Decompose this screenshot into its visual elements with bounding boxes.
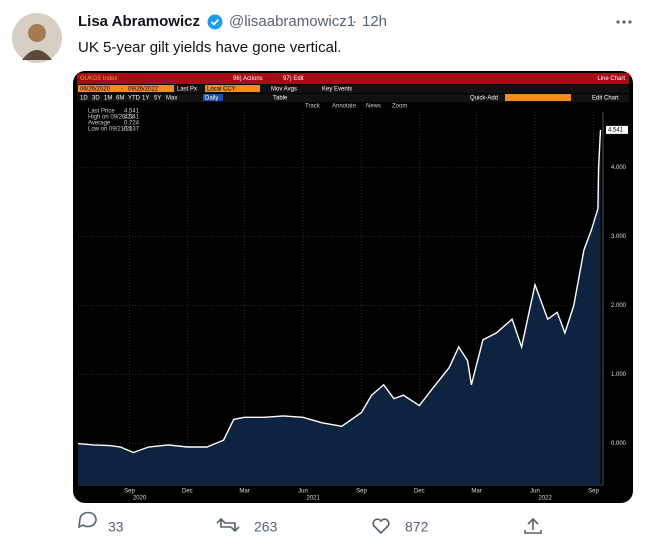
x-tick-label: Dec <box>414 489 425 495</box>
x-year-label: 2022 <box>538 496 552 502</box>
legend-label: Average <box>88 121 111 127</box>
avatar-body <box>22 50 52 60</box>
legend-label: Low on 09/21/20 <box>88 127 133 133</box>
mov-avgs[interactable]: Mov Avgs <box>271 87 297 93</box>
frequency[interactable]: Daily <box>205 96 218 102</box>
x-tick-label: Sep <box>356 489 367 495</box>
x-tick-label: Dec <box>182 489 193 495</box>
view-name: Line Chart <box>597 76 625 82</box>
quick-add-box[interactable] <box>505 94 571 101</box>
toolbar-row <box>77 94 629 102</box>
x-tick-label: Jun <box>298 489 308 495</box>
table-button[interactable]: Table <box>273 96 288 102</box>
tweet-text: UK 5-year gilt yields have gone vertical… <box>78 39 341 56</box>
chart: GUKG5 Index 96) Actions 97) Edit Line Chart… <box>77 76 628 502</box>
date-dash: - <box>121 87 123 93</box>
separator: · <box>352 13 357 30</box>
tool-button[interactable]: Track <box>305 104 321 110</box>
x-tick-label: Jun <box>530 489 540 495</box>
toolbar-row <box>77 73 629 84</box>
handle[interactable]: @lisaabramowicz1 <box>229 13 355 30</box>
author[interactable]: Lisa Abramowicz <box>78 13 200 30</box>
time[interactable]: 12h <box>362 13 387 30</box>
edit-chart[interactable]: Edit Chart <box>592 96 619 102</box>
actions-menu[interactable]: 96) Actions <box>233 76 263 82</box>
legend-value: -0.137 <box>122 127 140 133</box>
x-tick-label: Sep <box>588 489 599 495</box>
x-tick-label: Mar <box>471 489 481 495</box>
last-value-tag <box>606 125 628 134</box>
verified-check <box>210 18 220 26</box>
security[interactable]: GUKG5 Index <box>80 76 117 82</box>
x-tick-label: Sep <box>124 489 135 495</box>
y-tick-label: 0.000 <box>611 441 627 447</box>
key-events[interactable]: Key Events <box>322 87 352 93</box>
toolbar-row <box>77 85 629 93</box>
reply-count: 33 <box>108 519 124 535</box>
legend-value: 4.541 <box>124 115 140 121</box>
tool-button[interactable]: Zoom <box>392 104 407 110</box>
x-year-label: 2020 <box>133 496 147 502</box>
area <box>78 129 601 485</box>
period-button[interactable]: 1Y <box>142 96 149 102</box>
period-button[interactable]: 1D <box>80 96 88 102</box>
end-date[interactable]: 09/26/2022 <box>128 87 159 93</box>
more-button[interactable] <box>616 20 632 24</box>
tool-button[interactable]: Annotate <box>332 104 357 110</box>
legend-value: 4.541 <box>124 109 140 115</box>
verified-badge <box>207 14 223 30</box>
y-tick-label: 3.000 <box>611 234 627 240</box>
legend-label: Last Price <box>88 109 115 115</box>
period-button[interactable]: 1M <box>104 96 112 102</box>
retweet-icon[interactable] <box>216 517 240 533</box>
y-tick-label: 4.000 <box>611 165 627 171</box>
field-box[interactable] <box>205 85 260 92</box>
line <box>77 129 602 454</box>
date-box[interactable] <box>78 85 174 92</box>
frequency-box[interactable] <box>203 94 223 101</box>
last-value-label: 4.541 <box>608 127 624 133</box>
legend-value: 0.724 <box>124 121 140 127</box>
share-icon[interactable] <box>524 517 542 534</box>
start-date[interactable]: 06/26/2020 <box>80 87 111 93</box>
x-tick-label: Mar <box>239 489 249 495</box>
y-tick-label: 1.000 <box>611 372 627 378</box>
period-button[interactable]: 3D <box>92 96 100 102</box>
x-year-label: 2021 <box>306 496 320 502</box>
reply-icon[interactable] <box>78 511 97 529</box>
like-count: 872 <box>405 519 429 535</box>
y-tick-label: 2.000 <box>611 303 627 309</box>
legend-label: High on 09/26/22 <box>88 115 134 121</box>
currency[interactable]: Local CCY <box>207 87 236 93</box>
quick-add[interactable]: Quick-Add <box>470 96 498 102</box>
field[interactable]: Last Px <box>177 87 197 93</box>
actions <box>78 511 542 535</box>
period-button[interactable]: Max <box>166 96 177 102</box>
edit-menu[interactable]: 97) Edit <box>283 76 304 82</box>
period-button[interactable]: 5Y <box>154 96 161 102</box>
like-icon[interactable] <box>372 518 390 535</box>
tool-button[interactable]: News <box>366 104 381 110</box>
retweet-count: 263 <box>254 519 278 535</box>
avatar-face <box>28 24 46 42</box>
period-button[interactable]: 6M <box>116 96 124 102</box>
period-button[interactable]: YTD <box>128 96 141 102</box>
